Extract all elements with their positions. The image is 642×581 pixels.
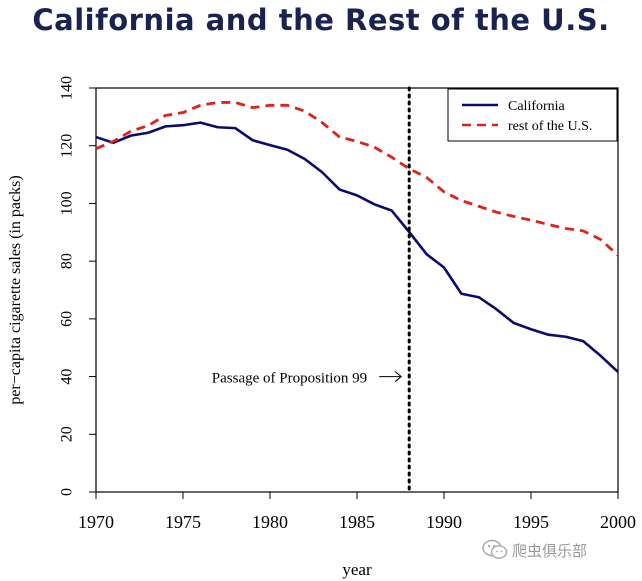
legend-label: rest of the U.S. [508,119,592,134]
y-tick-label: 100 [59,191,76,215]
x-tick-label: 1995 [513,512,549,532]
x-axis-title: year [342,560,372,579]
x-tick-label: 1980 [252,512,288,532]
page-title: California and the Rest of the U.S. [32,3,610,37]
y-tick-label: 120 [59,134,76,158]
y-tick-label: 20 [59,426,76,442]
x-tick-label: 1990 [426,512,462,532]
y-tick-label: 60 [59,311,76,327]
legend-label: California [508,99,566,114]
watermark: 爬虫俱乐部 [482,537,632,563]
x-tick-label: 1975 [165,512,201,532]
series-line-rest-of-us [95,101,619,257]
x-tick-label: 1970 [78,512,114,532]
chart-axes [95,87,619,493]
plot-frame [95,87,619,493]
y-tick-label: 0 [59,488,76,496]
watermark-text: 爬虫俱乐部 [512,541,588,560]
x-tick-label: 1985 [339,512,375,532]
y-tick-label: 80 [59,253,76,269]
chat-bubble-icon [482,539,508,559]
chart-labels: year per−capita cigarette sales (in packs… [7,175,402,579]
series-line-california [95,121,619,373]
y-tick-label: 40 [59,369,76,385]
chart-ticks: 1970 1975 1980 1985 1990 1995 2000 0 20 40 60 80 100… [59,76,636,532]
annotation-label: Passage of Proposition 99 [212,371,367,387]
y-axis-title: per−capita cigarette sales (in packs) [7,175,24,404]
chart-legend: California rest of the U.S. [447,88,618,142]
legend-box [447,88,618,142]
x-tick-label: 2000 [600,512,636,532]
chart-marks [95,86,619,494]
y-tick-label: 140 [59,76,76,100]
annotation-arrowhead [394,371,402,382]
